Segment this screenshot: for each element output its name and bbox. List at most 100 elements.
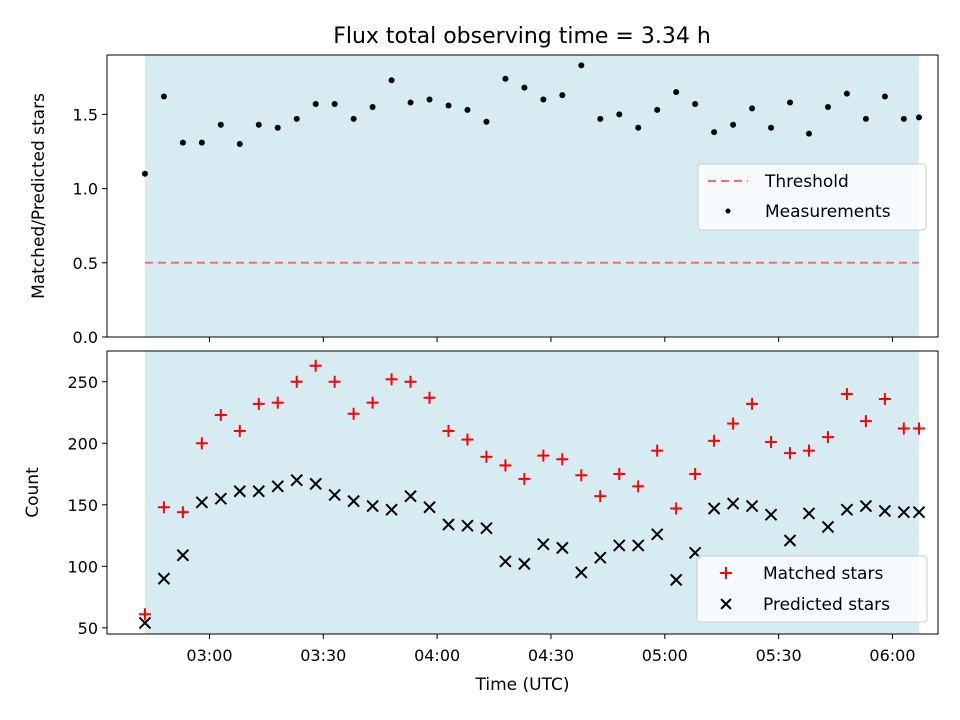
predicted-star-point [404,489,417,503]
matched-star-point [461,433,474,446]
measurement-point [521,84,528,91]
predicted-star-point [176,549,190,562]
matched-star-point [784,447,797,460]
matched-star-point [670,502,683,515]
measurement-point [916,114,923,121]
matched-star-point [897,422,910,435]
predicted-star-point [613,539,626,552]
measurement-point [445,102,452,109]
matched-star-point [708,434,721,447]
measurement-point [255,121,262,128]
x-tick-label: 04:30 [528,646,574,665]
measurement-point [540,96,547,103]
measurement-point [805,130,812,137]
measurement-point [217,121,224,128]
predicted-star-point [764,508,778,521]
matched-star-point [442,424,455,437]
measurement-point [293,115,300,122]
predicted-star-point [252,485,265,498]
ratio-legend-box [697,163,927,231]
predicted-star-point [821,520,835,534]
predicted-star-point [575,566,588,579]
matched-star-point [366,396,379,409]
y-tick-label: 50 [78,619,98,638]
matched-star-point [138,608,151,621]
predicted-star-point [897,505,911,519]
matched-star-point [404,375,417,388]
predicted-stars-legend-label: Predicted stars [763,595,890,615]
measurement-point [483,118,490,125]
predicted-star-point [366,499,379,513]
count-panel-frame [106,350,939,635]
matched-stars-points [138,359,926,621]
x-tick-label: 03:00 [186,646,232,665]
measurement-point [768,124,775,131]
measurement-point [749,105,756,112]
predicted-star-point [556,541,569,555]
measurement-points [141,62,923,177]
y-tick-label: 0.0 [73,328,98,347]
predicted-star-point [650,528,664,541]
predicted-star-point [328,488,341,502]
predicted-star-point [632,539,645,552]
matched-stars-legend-label: Matched stars [763,564,883,584]
predicted-star-point [783,534,797,547]
predicted-star-point [309,477,322,491]
matched-star-point [423,391,436,404]
measurement-point [635,124,642,131]
measurements-legend-label: Measurements [765,202,891,222]
y-tick-label: 1.5 [73,105,98,124]
matched-star-point [575,469,588,482]
matched-star-point [727,417,740,430]
predicted-star-point [878,504,892,518]
measurement-point [578,62,585,69]
y-tick-label: 200 [67,434,98,453]
matched-star-point [689,468,702,481]
predicted-star-point [594,551,607,564]
measurement-point [464,106,471,113]
x-tick-label: 05:00 [642,646,688,665]
matched-star-point [859,415,872,428]
matched-star-point [765,436,778,449]
predicted-star-point [537,537,550,551]
matched-star-point [537,449,550,462]
measurement-point [654,106,661,113]
predicted-star-point [385,503,398,516]
predicted-star-point [233,485,247,498]
y-tick-label: 1.0 [73,180,98,199]
predicted-stars-legend-swatch [720,598,732,610]
predicted-star-point [912,505,926,519]
measurement-point [236,141,243,148]
measurement-point [730,121,737,128]
matched-star-point [328,375,341,388]
x-tick-label: 04:00 [414,646,460,665]
measurement-point [198,139,205,146]
matched-star-point [518,472,531,485]
measurement-point [369,103,376,110]
chart-title: Flux total observing time = 3.34 h [333,24,711,49]
measurement-point [559,92,566,99]
ratio-y-axis-label: Matched/Predicted stars [29,93,49,299]
predicted-star-point [290,473,303,487]
y-tick-label: 250 [67,373,98,392]
ratio-panel: 0.0 0.5 1.0 1.5 Matched/Predicted stars Thr… [29,54,939,347]
predicted-star-point [480,521,493,535]
measurement-point [179,139,186,146]
measurement-point [843,90,850,97]
y-tick-label: 150 [67,496,98,515]
count-legend: Matched stars Predicted stars [696,555,928,623]
measurement-point [862,115,869,122]
matched-star-point [252,397,265,410]
y-tick-label: 0.5 [73,254,98,273]
predicted-star-point [840,503,854,516]
predicted-stars-points [138,473,926,630]
measurement-point [502,75,509,82]
predicted-star-point [745,499,759,513]
x-axis-label: Time (UTC) [475,675,570,695]
ratio-panel-frame [106,54,939,338]
matched-star-point [802,444,815,457]
measurement-point [350,115,357,122]
predicted-star-point [518,557,531,571]
x-tick-label: 05:30 [756,646,802,665]
measurement-point [824,103,831,110]
